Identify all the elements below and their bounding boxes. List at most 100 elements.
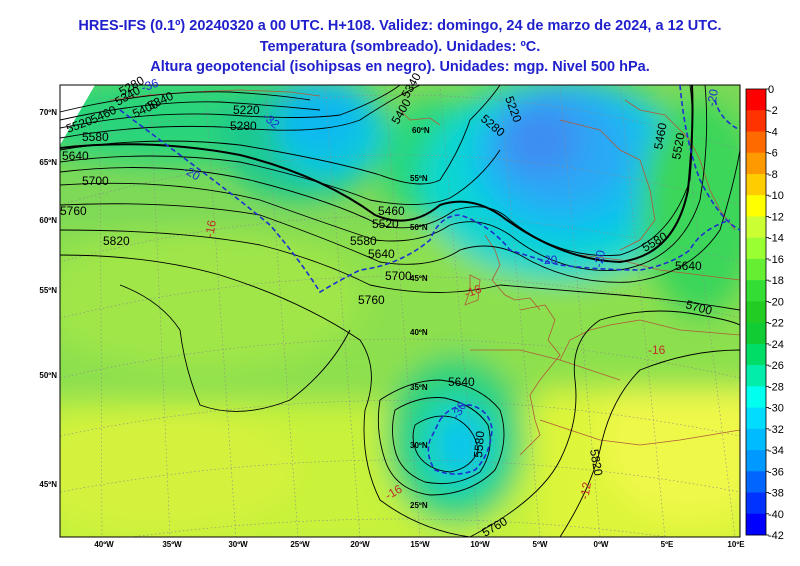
colorbar-swatch [746,258,766,281]
grid-label: 25ºN [410,501,428,510]
isotherms [119,85,740,475]
lon-label: 0ºW [594,540,609,549]
isohypse-5520-main [60,85,694,264]
colorbar-label: -22 [768,318,784,330]
grid-label: 45ºN [410,274,428,283]
colorbar-swatch [746,450,766,472]
colorbar-label: -32 [768,424,784,436]
colorbar-swatch [746,343,766,366]
colorbar-swatch [746,195,766,217]
coastlines [109,89,740,456]
colorbar-label: -18 [768,275,784,287]
lon-label: 10ºW [470,540,490,549]
colorbar-swatch [746,301,766,323]
colorbar-label: -20 [768,296,784,308]
grid-label: 55ºN [410,174,428,183]
colorbar-swatch [746,89,766,111]
isotherm-label: -36 [139,76,160,95]
grid-label: 60ºN [412,126,430,135]
colorbar-swatch [746,173,766,196]
lon-label: 35ºW [162,540,182,549]
lat-label: 70ºN [39,108,57,117]
isotherm-label: -16 [202,219,219,239]
colorbar-swatch [746,407,766,430]
colorbar-label: -14 [768,233,784,245]
lon-label: 25ºW [290,540,310,549]
colorbar-swatch [746,365,766,387]
colorbar: 0 -2 -4 -6 -8 -10 -12 -14 -16 -18 -20 -22 -24 -26 -28 -… [745,84,784,542]
colorbar-swatch [746,471,766,493]
isotherm-label: -20 [540,253,558,267]
isohypse-label: 5520 [372,217,399,231]
lat-label: 55ºN [39,286,57,295]
colorbar-label: -40 [768,509,784,521]
longitude-labels: 40ºW 35ºW 30ºW 25ºW 20ºW 15ºW 10ºW 5ºW 0… [94,540,745,549]
colorbar-label: -2 [768,105,778,117]
colorbar-frame [745,88,767,536]
isohypse-label: 5580 [350,234,377,248]
colorbar-swatch [746,110,766,132]
colorbar-swatch [746,216,766,238]
grid-label: 50ºN [410,223,428,232]
colorbar-label: -42 [768,530,784,542]
colorbar-label: -4 [768,126,778,138]
title-line-1: HRES-IFS (0.1º) 20240320 a 00 UTC. H+108… [78,18,722,34]
isotherm-label: -16 [462,282,483,301]
colorbar-swatch [746,386,766,408]
colorbar-label: -30 [768,403,784,415]
lat-label: 65ºN [39,158,57,167]
isohypses [60,85,740,537]
lon-label: 15ºW [410,540,430,549]
colorbar-label: -26 [768,360,784,372]
isohypse-label: 5520 [669,131,687,160]
isohypse-label: 5640 [448,375,475,389]
map-title: HRES-IFS (0.1º) 20240320 a 00 UTC. H+108… [0,16,800,78]
colorbar-swatch [746,428,766,451]
isohypse-label: 5700 [82,174,109,188]
lon-label: 40ºW [94,540,114,549]
colorbar-label: -16 [768,254,784,266]
lat-label: 50ºN [39,371,57,380]
colorbar-label: -34 [768,445,784,457]
isohypse-label: 5760 [60,204,87,218]
colorbar-label: -12 [768,211,784,223]
isohypse-label: 5820 [587,448,605,477]
colorbar-swatch [746,237,766,260]
isohypse-label: 5220 [233,103,260,117]
colorbar-swatch [746,280,766,302]
isotherm-label: -12 [577,481,594,501]
isotherm-label: -20 [704,88,721,108]
isohypse-label: 5640 [675,259,702,273]
lon-label: 20ºW [350,540,370,549]
isohypse-label: 5460 [378,204,405,218]
colorbar-label: -8 [768,169,778,181]
isohypse-label: 5700 [684,297,714,318]
isotherm-label: -20 [591,249,608,269]
isotherm-labels: -36 -20 -16 -16 -16 -20 -20 -32 -30 -16 … [139,76,721,503]
isohypse-label: 5640 [62,149,89,163]
colorbar-label: -28 [768,381,784,393]
title-line-2: Temperatura (sombreado). Unidades: ºC. [259,38,541,55]
colorbar-swatch [746,492,766,515]
grid-labels: 60ºN 55ºN 50ºN 45ºN 40ºN 35ºN 30ºN 25ºN [410,126,430,510]
lon-label: 5ºW [533,540,548,549]
isohypse-label: 5580 [471,430,487,458]
colorbar-swatch [746,131,766,154]
graticule [60,85,740,537]
temperature-field [60,85,740,537]
colorbar-swatch [746,513,766,536]
lon-label: 10ºE [727,540,745,549]
lat-label: 45ºN [39,480,57,489]
isohypse-label: 5640 [368,247,395,261]
colorbar-swatch [746,152,766,175]
isohypse-label: 5700 [385,269,412,283]
colorbar-label: -36 [768,466,784,478]
isohypse-label: 5760 [358,293,385,307]
lat-label: 60ºN [39,216,57,225]
latitude-labels: 70ºN 65ºN 60ºN 55ºN 50ºN 45ºN [39,108,57,489]
colorbar-swatch [746,322,766,345]
grid-label: 40ºN [410,328,428,337]
grid-label: 30ºN [410,441,428,450]
lon-label: 5ºE [661,540,674,549]
